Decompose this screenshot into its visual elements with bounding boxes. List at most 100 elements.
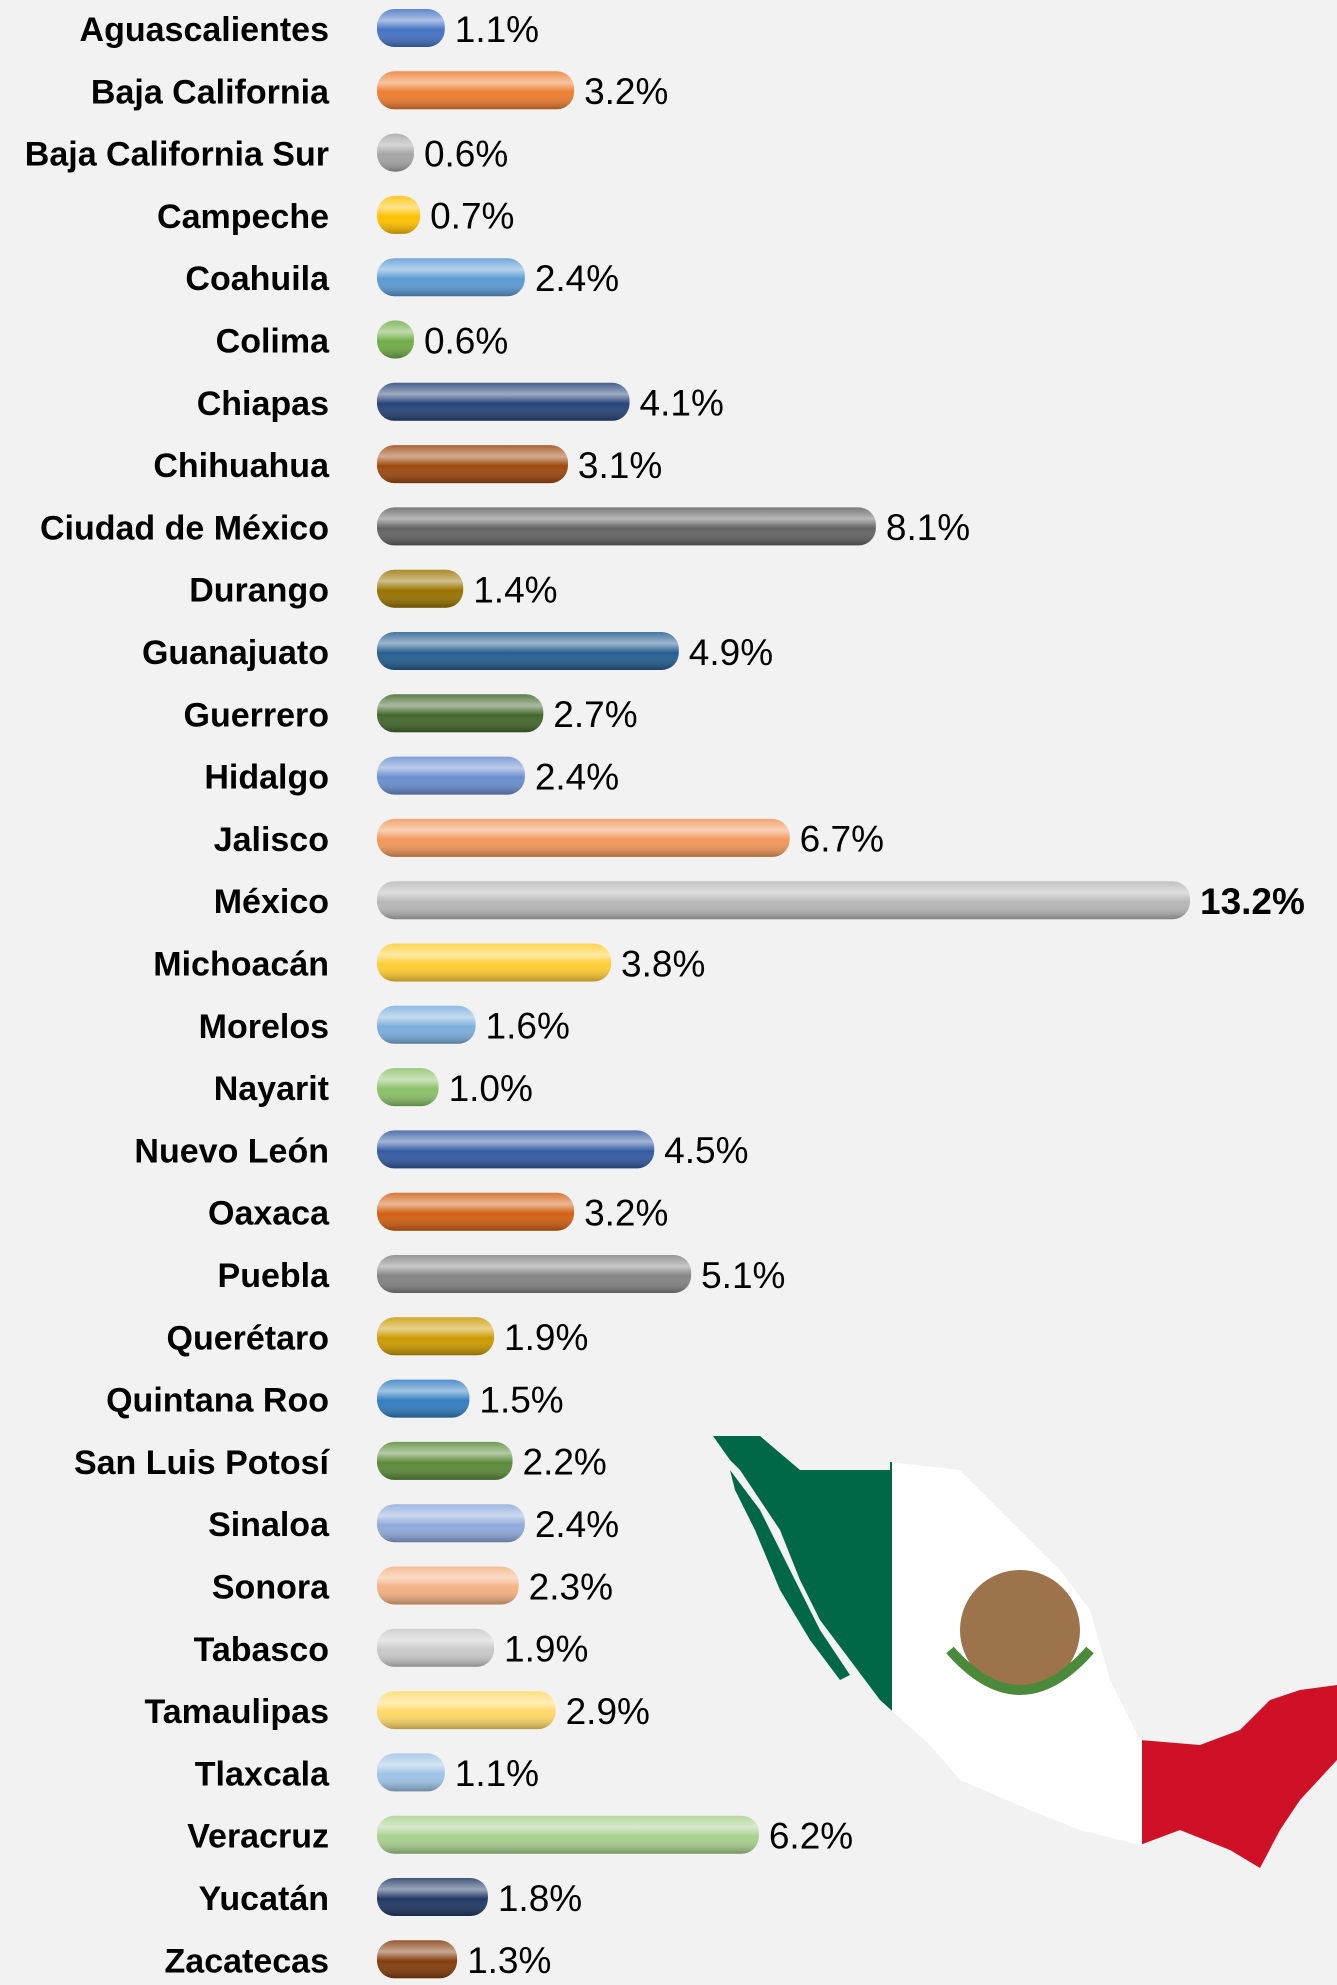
category-label: Baja California (91, 73, 330, 111)
emblem-wreath (946, 1646, 1094, 1695)
value-label: 1.6% (486, 1006, 570, 1047)
category-label: Campeche (157, 198, 329, 236)
value-label: 2.4% (535, 756, 619, 797)
value-label: 5.1% (701, 1255, 785, 1296)
value-label: 4.1% (640, 383, 724, 424)
bar-gloss (377, 1753, 445, 1792)
value-label: 3.1% (578, 445, 662, 486)
value-label: 1.8% (498, 1878, 582, 1919)
value-label: 3.2% (584, 71, 668, 112)
bar-gloss (377, 1441, 513, 1480)
category-label: Ciudad de México (40, 509, 329, 547)
category-label: Hidalgo (204, 759, 329, 797)
bar-gloss (377, 756, 525, 795)
category-label: Nayarit (214, 1070, 329, 1108)
category-label: Aguascalientes (80, 11, 329, 49)
bar-gloss (377, 1566, 519, 1605)
category-label: Coahuila (185, 260, 330, 298)
value-label: 2.4% (535, 258, 619, 299)
category-label: Tlaxcala (195, 1755, 330, 1793)
category-label: Yucatán (199, 1880, 329, 1918)
bar-gloss (377, 818, 790, 857)
value-label: 2.3% (529, 1566, 613, 1607)
category-label: Jalisco (214, 821, 329, 859)
category-label: Durango (189, 572, 329, 610)
bar-gloss (377, 382, 630, 421)
bar-gloss (377, 943, 612, 982)
bar-gloss (377, 445, 568, 484)
category-label: Tamaulipas (144, 1693, 329, 1731)
value-label: 4.9% (689, 632, 773, 673)
category-label: Chihuahua (153, 447, 330, 485)
value-label: 2.9% (566, 1691, 650, 1732)
category-label: Sonora (212, 1568, 330, 1606)
category-label: Quintana Roo (106, 1382, 329, 1420)
value-label: 1.9% (504, 1317, 588, 1358)
category-label: Tabasco (194, 1631, 329, 1669)
flag-green (713, 1436, 892, 1868)
value-label: 2.7% (553, 694, 637, 735)
bar-gloss (377, 1691, 556, 1730)
category-label: Colima (216, 322, 330, 360)
value-label: 1.9% (504, 1629, 588, 1670)
category-label: Chiapas (197, 385, 329, 423)
bar-gloss (377, 1192, 575, 1231)
bar-gloss (377, 9, 445, 47)
value-label: 1.1% (455, 9, 539, 50)
category-label: México (214, 883, 329, 921)
category-label: Michoacán (153, 945, 329, 983)
bar-gloss (377, 881, 1190, 920)
mexico-map (713, 1436, 1337, 1868)
bar-gloss (377, 632, 679, 670)
bar-gloss (377, 320, 414, 359)
value-label: 3.8% (621, 943, 705, 984)
value-label: 1.0% (449, 1068, 533, 1109)
category-label: Nuevo León (134, 1132, 329, 1170)
category-label: Oaxaca (208, 1195, 330, 1233)
value-label: 0.6% (424, 320, 508, 361)
bar-gloss (377, 1005, 476, 1044)
category-label: Baja California Sur (25, 136, 329, 174)
bar-gloss (377, 569, 464, 608)
category-label: Veracruz (187, 1818, 329, 1856)
value-label: 2.4% (535, 1504, 619, 1545)
bar-gloss (377, 507, 876, 546)
value-label: 4.5% (664, 1130, 748, 1171)
bar-gloss (377, 694, 544, 733)
category-label: San Luis Potosí (74, 1444, 331, 1482)
category-label: Guerrero (184, 696, 330, 734)
bar-gloss (377, 195, 421, 234)
value-label: 8.1% (886, 507, 970, 548)
value-label: 6.2% (769, 1815, 853, 1856)
bars: Aguascalientes 1.1% Baja California 3.2% Baj… (25, 9, 1305, 1981)
bar-gloss (377, 1317, 495, 1356)
bar-gloss (377, 1379, 470, 1418)
flag-red (1142, 1436, 1337, 1868)
bar-gloss (377, 133, 414, 172)
category-label: Morelos (199, 1008, 329, 1046)
value-label: 0.7% (430, 196, 514, 237)
bar-gloss (377, 1815, 759, 1854)
value-label: 6.7% (800, 819, 884, 860)
bar-gloss (377, 1255, 692, 1293)
value-label: 13.2% (1200, 881, 1305, 922)
value-label: 3.2% (584, 1192, 668, 1233)
bar-gloss (377, 1940, 458, 1979)
value-label: 0.6% (424, 133, 508, 174)
value-label: 1.1% (455, 1753, 539, 1794)
value-label: 1.4% (473, 569, 557, 610)
bar-gloss (377, 1628, 495, 1667)
category-label: Puebla (218, 1257, 331, 1295)
bar-gloss (377, 1504, 525, 1543)
value-label: 1.3% (467, 1940, 551, 1981)
category-label: Guanajuato (142, 634, 329, 672)
bar-gloss (377, 71, 575, 110)
value-label: 1.5% (479, 1379, 563, 1420)
category-label: Sinaloa (208, 1506, 330, 1544)
bar-gloss (377, 1068, 439, 1107)
bar-gloss (377, 1130, 655, 1169)
bar-gloss (377, 258, 525, 297)
category-label: Zacatecas (165, 1942, 329, 1980)
category-label: Querétaro (167, 1319, 330, 1357)
